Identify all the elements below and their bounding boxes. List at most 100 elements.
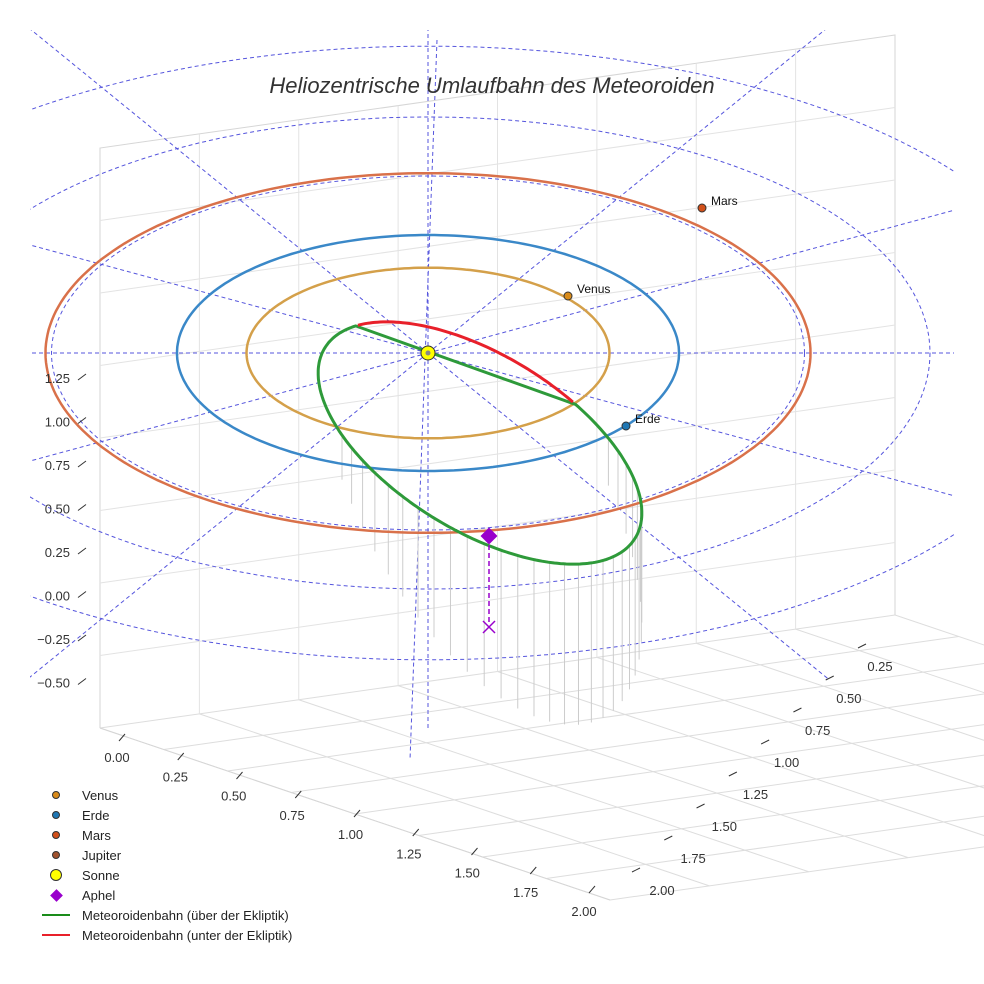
legend-item-orbit-below: Meteoroidenbahn (unter der Ekliptik) [38,925,292,945]
orbits [44,171,812,566]
orbit-venus [245,266,611,440]
aphel-projection-marker [482,620,496,634]
back-wall-horizontal [99,542,896,656]
erde-label: Erde [635,412,661,426]
mars-marker [697,203,707,213]
x-tick-label: 0.00 [104,750,129,765]
floor-grid-line-y [199,713,710,887]
y-tick-label: 0.25 [867,659,892,674]
floor-grid-line-y [397,685,909,859]
x-tick-mark [471,847,478,856]
back-wall-horizontal [99,397,896,511]
chart-title: Heliozentrische Umlaufbahn des Meteoroid… [269,73,715,98]
aphel-legend-diamond-icon [49,888,63,902]
floor-grid-line-y [497,671,984,837]
legend-label-orbit-above: Meteoroidenbahn (über der Ekliptik) [82,907,289,923]
y-tick-label: 1.00 [774,755,799,770]
y-tick-mark [664,835,673,841]
x-tick-mark [529,866,537,875]
legend-label-venus: Venus [82,787,119,803]
y-tick-label: 1.75 [680,851,705,866]
z-tick-mark [77,417,87,424]
erde-legend-dot [52,811,60,819]
orbit-below-legend-line [42,934,70,936]
x-tick-label: 0.75 [279,808,304,823]
floor-grid-line-x [354,724,984,815]
jupiter-legend-dot [52,851,60,859]
x-tick-label: 1.25 [396,846,421,861]
floor-grid-line-y [596,656,984,789]
y-tick-label: 1.50 [712,819,737,834]
y-tick-mark [857,643,867,649]
z-axis-tick-labels: 1.25 1.00 0.75 0.50 0.25 0.00 −0.25 −0.50 [37,371,70,691]
z-tick-mark [77,591,87,598]
polar-grid-spoke [427,352,830,681]
floor-grid-line-x [291,693,984,793]
y-tick-mark [760,739,770,745]
floor-grid-line-x [418,754,984,836]
x-tick-mark [353,809,361,818]
polar-grid-vertical [409,39,438,761]
z-tick-mark [77,460,87,468]
floor-grid-line-y [696,642,984,741]
polar-grid-spoke [427,352,954,497]
floor-grid-line-y [298,699,809,873]
z-tick-mark [77,504,87,511]
y-tick-mark [793,707,802,713]
legend-item-aphel: Aphel [38,885,292,905]
z-tick-label: 0.00 [45,589,70,604]
floor-grid-line-y [894,614,984,646]
x-tick-mark [588,885,596,894]
orbit-erde [175,233,681,473]
markers: Venus Erde Mars [420,194,738,634]
venus-legend-dot [52,791,60,799]
x-tick-label: 0.25 [163,769,188,784]
x-tick-mark [177,752,185,761]
z-tick-label: −0.50 [37,676,70,691]
x-tick-mark [412,828,420,837]
x-tick-mark [118,733,126,742]
legend-item-mars: Mars [38,825,292,845]
venus-label: Venus [577,282,610,296]
orbit-mars [44,171,812,535]
meteoroid-orbit-below [357,320,574,404]
x-tick-label: 1.50 [455,866,480,881]
sun-legend-icon [50,869,62,881]
x-tick-label: 1.75 [513,885,538,900]
legend-item-sonne: Sonne [38,865,292,885]
z-tick-label: −0.25 [37,632,70,647]
floor-grid-line-x [546,815,984,879]
floor-grid-line-x [482,785,984,858]
legend-item-orbit-above: Meteoroidenbahn (über der Ekliptik) [38,905,292,925]
tick-marks [77,373,867,894]
x-tick-mark [294,790,302,799]
y-axis-tick-labels: 0.25 0.50 0.75 1.00 1.25 1.50 1.75 2.00 [649,659,892,898]
legend-label-aphel: Aphel [82,887,116,903]
z-tick-label: 1.25 [45,371,70,386]
y-tick-label: 0.50 [836,691,861,706]
z-tick-label: 1.00 [45,415,70,430]
meteoroid-orbit-above [316,324,644,566]
legend: Venus Erde Mars Jupiter Sonne Aphel Mete… [38,785,292,945]
y-tick-label: 1.25 [743,787,768,802]
polar-grid-spoke [427,30,826,354]
floor-grid-line-y [795,628,984,694]
erde-marker [621,421,631,431]
mars-legend-dot [52,831,60,839]
polar-grid-spoke [30,352,429,462]
legend-label-orbit-below: Meteoroidenbahn (unter der Ekliptik) [82,927,293,943]
z-tick-mark [77,678,87,685]
x-axis-tick-labels: 0.00 0.25 0.50 0.75 1.00 1.25 1.50 1.75 2.00 [104,750,596,919]
mars-label: Mars [711,194,738,208]
polar-grid-spoke [427,209,954,354]
side-edge [99,727,611,901]
legend-item-erde: Erde [38,805,292,825]
z-tick-label: 0.50 [45,502,70,517]
floor-grid [99,614,984,901]
wall-grid [99,34,896,901]
polar-grid [30,30,954,761]
polar-grid-spoke [30,244,429,354]
floor-grid-line-x [609,846,984,901]
